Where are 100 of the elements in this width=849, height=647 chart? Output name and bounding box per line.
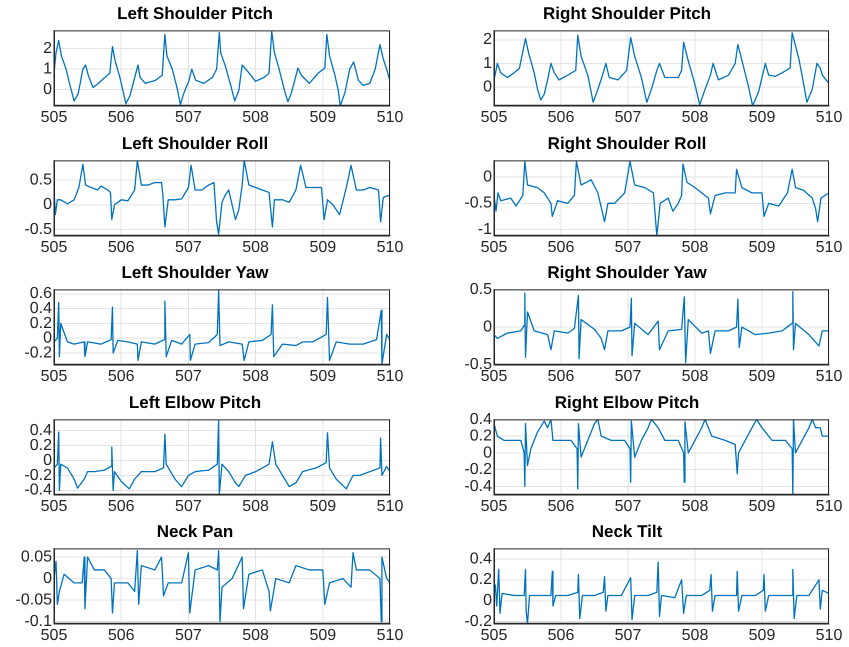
x-tick-label: 508 <box>242 238 270 256</box>
x-tick-label: 507 <box>175 626 202 644</box>
x-tick-label: 507 <box>175 368 202 385</box>
x-tick-label: 506 <box>548 238 574 256</box>
y-tick-label: 1 <box>43 60 52 78</box>
x-tick-label: 508 <box>242 108 270 126</box>
x-tick-label: 507 <box>614 238 642 256</box>
x-tick-label: 505 <box>480 497 508 514</box>
y-tick-label: -0.2 <box>464 460 492 478</box>
y-tick-label: 0.5 <box>470 280 492 298</box>
x-tick-label: 509 <box>309 238 336 256</box>
x-tick-label: 506 <box>548 108 574 126</box>
chart-title: Right Shoulder Pitch <box>542 4 712 23</box>
y-tick-label: -0.2 <box>24 344 52 362</box>
chart-title: Neck Pan <box>156 522 234 541</box>
x-tick-label: 506 <box>108 238 135 256</box>
x-tick-label: 509 <box>309 497 336 514</box>
y-tick-label: 1 <box>483 54 492 72</box>
x-tick-label: 506 <box>108 497 135 514</box>
x-tick-label: 507 <box>614 497 642 514</box>
y-tick-label: 0.05 <box>20 548 52 566</box>
x-tick-label: 510 <box>816 108 842 126</box>
y-tick-label: 0.4 <box>30 422 52 439</box>
x-tick-label: 507 <box>175 497 202 514</box>
y-tick-label: 2 <box>43 40 52 58</box>
y-tick-label: 0 <box>483 318 492 336</box>
chart-title: Left Shoulder Yaw <box>121 262 270 282</box>
y-tick-label: 0 <box>483 168 492 186</box>
y-tick-label: -0.4 <box>24 481 52 498</box>
y-tick-label: 0 <box>483 78 492 96</box>
y-tick-label: 0 <box>43 451 52 468</box>
y-tick-label: 0.5 <box>30 171 52 188</box>
x-tick-label: 509 <box>748 368 776 385</box>
y-tick-label: 2 <box>483 31 492 48</box>
x-tick-label: 510 <box>376 626 404 644</box>
x-tick-label: 508 <box>682 108 708 126</box>
y-tick-label: 0.2 <box>470 427 492 444</box>
x-tick-label: 510 <box>816 626 842 644</box>
chart-title: Right Shoulder Roll <box>548 133 706 152</box>
x-tick-label: 510 <box>816 497 842 514</box>
y-tick-label: -1 <box>478 220 492 238</box>
x-tick-label: 506 <box>548 497 574 514</box>
x-tick-label: 507 <box>175 238 202 256</box>
chart-title: Left Shoulder Roll <box>122 133 268 152</box>
x-tick-label: 509 <box>309 626 336 644</box>
chart-title: Right Shoulder Yaw <box>547 262 708 282</box>
y-tick-label: 0 <box>43 330 52 347</box>
y-tick-label: 0 <box>43 196 52 213</box>
y-tick-label: 0.2 <box>470 571 492 588</box>
y-tick-label: 0 <box>483 592 492 610</box>
x-tick-label: 507 <box>614 108 642 126</box>
x-tick-label: 507 <box>614 368 642 385</box>
x-tick-label: 509 <box>748 108 776 126</box>
x-tick-label: 505 <box>40 238 68 256</box>
x-tick-label: 507 <box>614 626 642 644</box>
y-tick-label: 0 <box>43 570 52 587</box>
x-tick-label: 510 <box>376 497 404 514</box>
x-tick-label: 508 <box>682 238 708 256</box>
y-tick-label: 0.4 <box>470 410 492 428</box>
x-tick-label: 508 <box>242 626 270 644</box>
y-tick-label: 0 <box>43 80 52 98</box>
x-tick-label: 509 <box>309 368 336 385</box>
x-tick-label: 508 <box>682 626 708 644</box>
x-tick-label: 509 <box>309 108 336 126</box>
y-tick-label: -0.4 <box>464 477 492 494</box>
x-tick-label: 507 <box>175 108 202 126</box>
x-tick-label: 509 <box>748 626 776 644</box>
chart-title: Right Elbow Pitch <box>554 392 700 412</box>
y-tick-label: 0.2 <box>30 436 52 454</box>
x-tick-label: 508 <box>242 497 270 514</box>
y-tick-label: -0.5 <box>464 194 492 212</box>
y-tick-label: -0.5 <box>24 220 52 238</box>
x-tick-label: 505 <box>40 368 68 385</box>
x-tick-label: 510 <box>816 368 842 385</box>
y-tick-label: 0 <box>483 444 492 461</box>
x-tick-label: 509 <box>748 497 776 514</box>
x-tick-label: 505 <box>40 497 68 514</box>
x-tick-label: 505 <box>480 108 508 126</box>
x-tick-label: 508 <box>242 368 270 385</box>
x-tick-label: 506 <box>108 108 135 126</box>
x-tick-label: 506 <box>548 626 574 644</box>
x-tick-label: 508 <box>682 368 708 385</box>
y-tick-label: 0.4 <box>470 550 492 568</box>
x-tick-label: 510 <box>816 238 842 256</box>
x-tick-label: 506 <box>108 368 135 385</box>
x-tick-label: 506 <box>548 368 574 385</box>
y-tick-label: 0.2 <box>30 314 52 332</box>
x-tick-label: 510 <box>376 368 404 385</box>
x-tick-label: 508 <box>682 497 708 514</box>
x-tick-label: 505 <box>480 238 508 256</box>
x-tick-label: 505 <box>40 108 68 126</box>
chart-title: Neck Tilt <box>592 522 663 541</box>
x-tick-label: 510 <box>376 238 404 256</box>
y-tick-label: 0.4 <box>30 300 52 318</box>
y-tick-label: 0.6 <box>30 285 52 302</box>
y-tick-label: -0.2 <box>24 466 52 484</box>
y-tick-label: -0.05 <box>16 592 52 609</box>
x-tick-label: 510 <box>376 108 404 126</box>
x-tick-label: 506 <box>108 626 135 644</box>
chart-title: Left Shoulder Pitch <box>117 4 273 23</box>
